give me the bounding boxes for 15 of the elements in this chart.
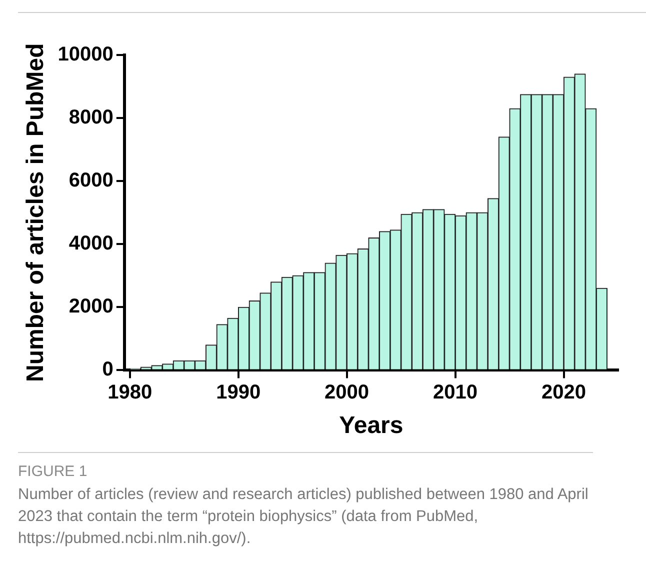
y-axis-title: Number of articles in PubMed <box>22 43 50 382</box>
caption: FIGURE 1 <box>18 463 88 480</box>
x-tick-label: 2000 <box>324 382 370 404</box>
x-axis-title: Years <box>339 412 404 440</box>
y-tick-label: 0 <box>102 358 114 381</box>
y-tick-label: 8000 <box>68 106 114 129</box>
y-tick-label: 10000 <box>58 44 114 66</box>
x-tick-label: 2010 <box>433 382 478 404</box>
y-tick-label: 4000 <box>68 232 114 255</box>
text: Number of articles (review and research articles) published between 1980 and April 2023 that contain the term “protein biophysics” (data from PubMed, https://pubmed.ncbi.nlm.nih.gov/). <box>18 485 590 549</box>
x-tick-label: 1980 <box>108 382 152 404</box>
y-tick-label: 2000 <box>68 296 114 318</box>
x-tick-label: 1990 <box>216 382 261 404</box>
x-tick-label: 2020 <box>542 382 586 404</box>
y-tick-label: 6000 <box>68 170 114 192</box>
